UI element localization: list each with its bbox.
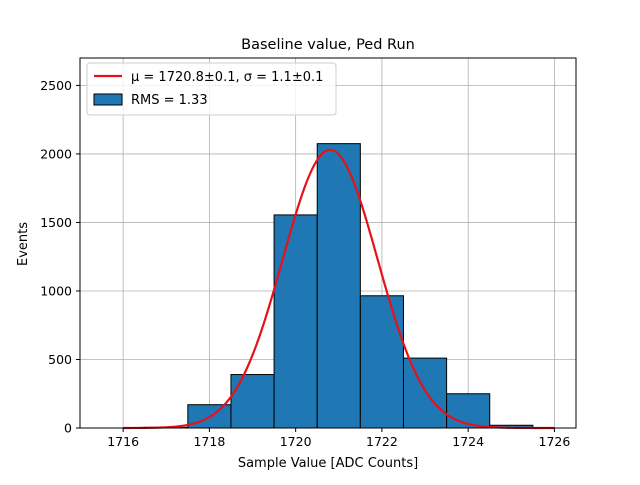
y-tick-label: 1000: [40, 283, 72, 298]
histogram-bar: [273, 214, 318, 429]
chart-title: Baseline value, Ped Run: [241, 37, 415, 53]
x-tick-label: 1724: [452, 434, 484, 449]
histogram-bar: [359, 295, 404, 429]
axes-frame: [79, 57, 577, 429]
x-tick-label: 1718: [193, 434, 225, 449]
y-tick-label: 2000: [40, 146, 72, 161]
x-tick-label: 1722: [366, 434, 398, 449]
y-tick-label: 500: [48, 352, 72, 367]
gaussian-fit-line: [123, 148, 555, 430]
plot-area: 1716 1718 1720 1722 1724 1726 0 500 1000 1500 2000…: [40, 57, 577, 449]
legend-fit-label: μ = 1720.8±0.1, σ = 1.1±0.1: [131, 70, 323, 85]
histogram-bar: [316, 143, 361, 429]
x-tick-label: 1726: [539, 434, 571, 449]
histogram-bar: [446, 393, 491, 429]
y-tick-label: 2500: [40, 78, 72, 93]
legend-frame: [86, 62, 337, 116]
legend: μ = 1720.8±0.1, σ = 1.1±0.1 RMS = 1.33: [86, 62, 337, 116]
x-axis-label: Sample Value [ADC Counts]: [238, 456, 418, 471]
histogram-bar: [230, 374, 275, 429]
x-tick-label: 1720: [280, 434, 312, 449]
y-tick-label: 1500: [40, 215, 72, 230]
histogram-bar: [402, 357, 448, 429]
legend-histogram-swatch: [93, 93, 123, 106]
legend-histogram-label: RMS = 1.33: [131, 93, 208, 108]
x-tick-label: 1716: [107, 434, 139, 449]
y-tick-label: 0: [64, 421, 72, 436]
y-axis-label: Events: [16, 222, 31, 266]
